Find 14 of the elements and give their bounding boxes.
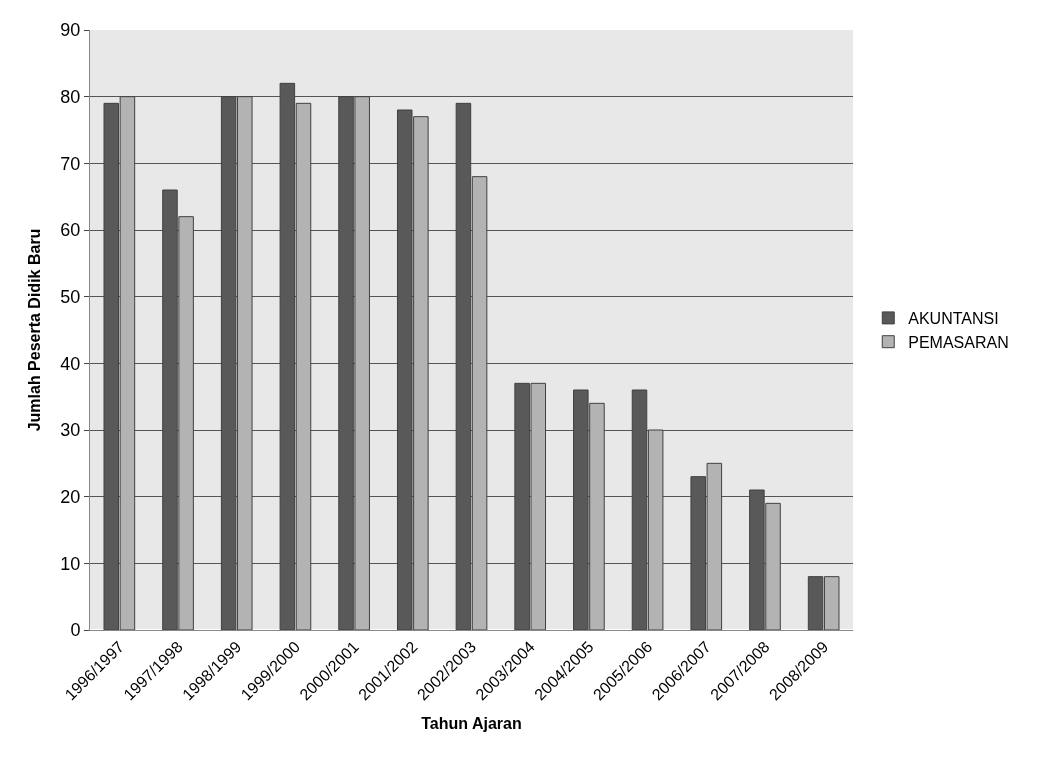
y-axis-title: Jumlah Peserta Didik Baru xyxy=(26,228,44,432)
y-tick-label: 80 xyxy=(60,86,81,107)
legend-label: AKUNTANSI xyxy=(908,310,999,328)
y-tick-label: 60 xyxy=(60,220,81,241)
x-axis-title: Tahun Ajaran xyxy=(421,715,522,733)
y-tick-label: 30 xyxy=(60,420,81,441)
y-tick-label: 70 xyxy=(60,153,81,174)
legend-label: PEMASARAN xyxy=(908,333,1009,351)
y-tick-label: 0 xyxy=(70,620,81,641)
y-tick-label: 90 xyxy=(60,20,81,41)
y-tick-label: 10 xyxy=(60,553,81,574)
y-tick-label: 20 xyxy=(60,486,81,507)
y-tick-label: 40 xyxy=(60,353,81,374)
y-tick-label: 50 xyxy=(60,286,81,307)
